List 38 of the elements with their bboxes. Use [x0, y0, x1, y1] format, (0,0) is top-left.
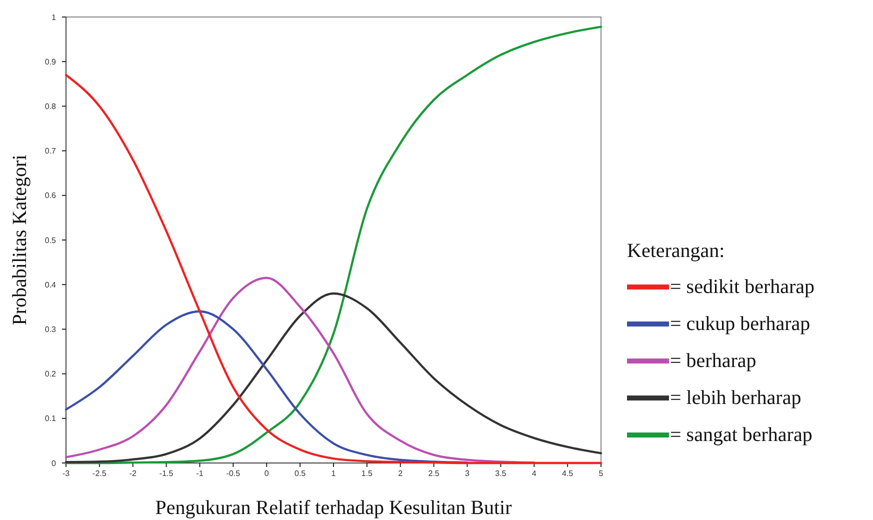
y-tick-label: 0.9 — [44, 57, 57, 66]
y-tick-label: 0 — [52, 458, 57, 468]
x-tick-label: 2.5 — [428, 469, 440, 478]
y-tick-label: 0.5 — [44, 236, 57, 245]
y-tick-label: 1 — [52, 12, 57, 22]
x-tick-label: 1 — [331, 469, 336, 478]
line-series — [64, 276, 536, 464]
line-series — [64, 310, 468, 464]
x-tick-label: -2 — [129, 469, 137, 478]
x-tick-label: 0 — [264, 469, 270, 478]
y-tick-label: 0.3 — [44, 325, 57, 334]
y-axis-title: Probabilitas Kategori — [9, 154, 31, 326]
y-tick-label: 0.4 — [44, 280, 57, 290]
legend-label: = sangat berharap — [670, 424, 812, 446]
x-tick-label: 2 — [398, 469, 404, 478]
x-axis-title: Pengukuran Relatif terhadap Kesulitan Butir — [155, 497, 512, 519]
x-tick-label: 5 — [598, 469, 604, 478]
x-tick-label: 1.5 — [361, 469, 374, 478]
y-tick-label: 0.1 — [44, 414, 57, 424]
legend-label: = cukup berharap — [670, 313, 810, 335]
x-tick-label: -3 — [62, 469, 70, 478]
x-tick-label: 4.5 — [562, 469, 574, 478]
legend-title: Keterangan: — [627, 240, 725, 262]
x-tick-label: 3.5 — [495, 469, 507, 478]
x-tick-label: -0.5 — [226, 469, 241, 478]
x-tick-label: -2.5 — [92, 469, 107, 478]
y-tick-label: 0.2 — [44, 370, 57, 379]
x-tick-label: 0.5 — [294, 469, 306, 478]
y-tick-label: 0.6 — [44, 191, 57, 200]
x-tick-label: -1 — [196, 469, 204, 478]
legend-label: = berharap — [670, 350, 756, 372]
x-tick-label: 4 — [532, 469, 537, 478]
y-tick-label: 0.7 — [44, 146, 57, 156]
x-tick-label: -1.5 — [159, 469, 174, 478]
legend-label: = sedikit berharap — [670, 276, 815, 298]
y-tick-label: 0.8 — [44, 102, 57, 111]
legend-label: = lebih berharap — [670, 387, 802, 409]
x-tick-label: 3 — [465, 469, 470, 478]
